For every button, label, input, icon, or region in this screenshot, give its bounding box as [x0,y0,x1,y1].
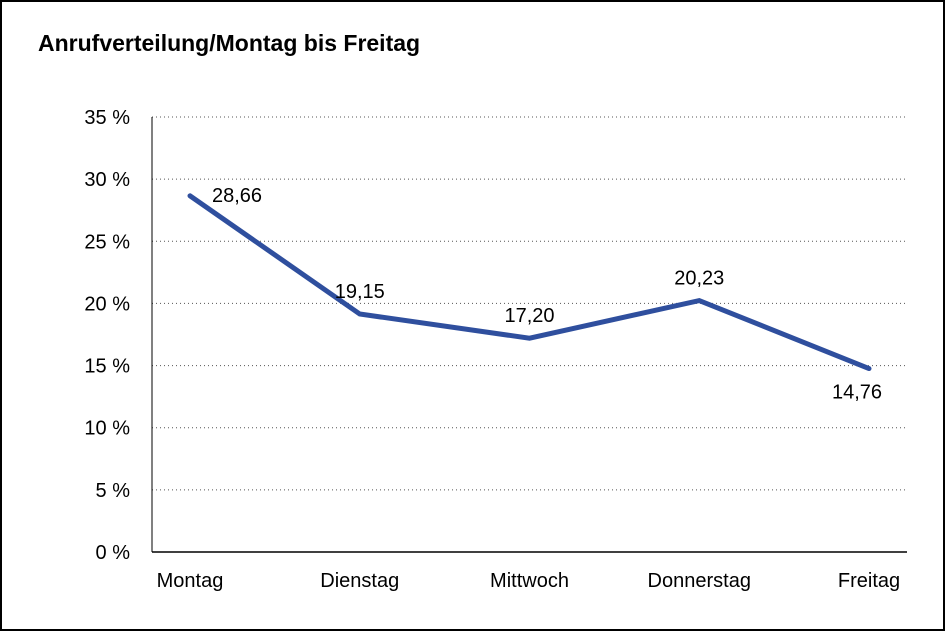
x-axis-label: Freitag [838,570,900,592]
data-point-label: 19,15 [335,281,385,303]
y-tick-label: 10 % [84,418,130,440]
y-tick-label: 0 % [96,542,131,564]
y-tick-label: 5 % [96,480,131,502]
data-point-label: 28,66 [212,185,262,207]
data-point-label: 17,20 [504,305,554,327]
y-tick-label: 25 % [84,231,130,253]
y-tick-label: 15 % [84,356,130,378]
x-axis-label: Dienstag [320,570,399,592]
chart-title: Anrufverteilung/Montag bis Freitag [38,30,421,56]
x-axis-label: Montag [157,570,224,592]
y-tick-label: 35 % [84,107,130,129]
y-tick-label: 30 % [84,169,130,191]
data-point-label: 14,76 [832,382,882,404]
x-axis-label: Mittwoch [490,570,569,592]
data-point-label: 20,23 [674,268,724,290]
y-tick-label: 20 % [84,293,130,315]
x-axis-label: Donnerstag [648,570,751,592]
series-line [187,193,872,372]
